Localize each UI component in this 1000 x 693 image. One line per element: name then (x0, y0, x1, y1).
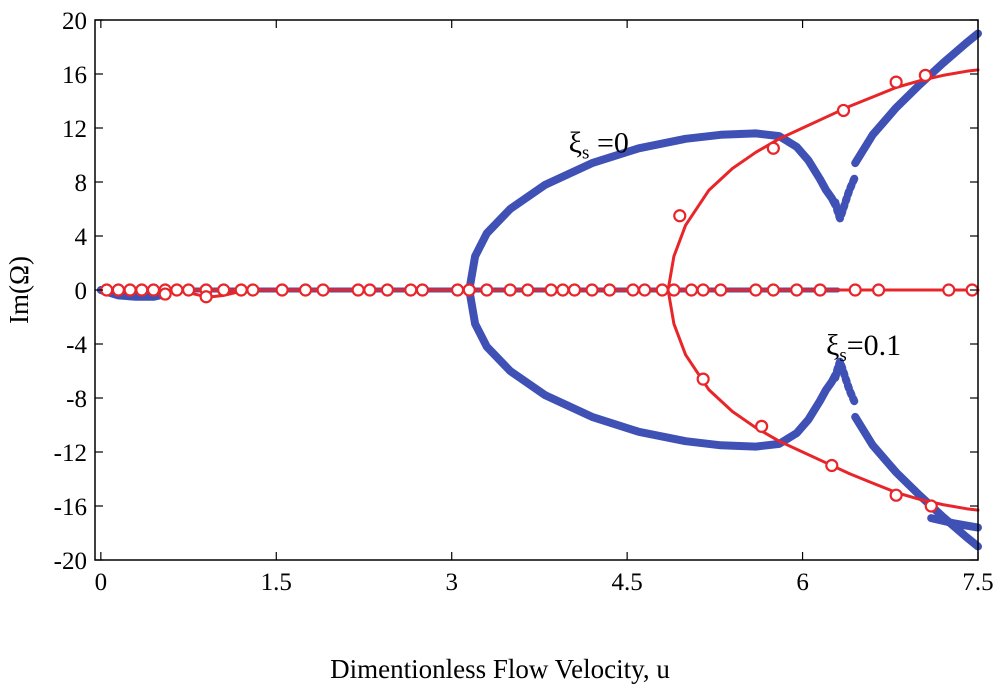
red-marker-upper (673, 209, 687, 223)
annotation-subscript: s (582, 142, 589, 163)
annotation-symbol: ξ (826, 329, 839, 362)
red-marker-zero (246, 283, 260, 297)
red-circle-markers (100, 68, 979, 513)
x-tick-label: 7.5 (962, 569, 993, 596)
red-marker-zero (696, 283, 710, 297)
y-tick-label: 20 (62, 8, 87, 35)
red-marker-zero (602, 283, 617, 297)
red-marker-zero (351, 283, 365, 297)
y-tick-label: 12 (62, 116, 87, 143)
y-axis-label: Im(Ω) (4, 256, 34, 324)
red-marker-zero (316, 283, 330, 297)
red-marker-zero (170, 283, 184, 297)
red-marker-zero (766, 283, 780, 297)
blue-lower-drop (851, 412, 982, 551)
y-tick-label: -4 (66, 332, 87, 359)
red-marker-zero (813, 283, 827, 297)
red-marker-upper (836, 103, 851, 118)
red-marker-lower (924, 499, 938, 513)
red-marker-zero (521, 283, 535, 297)
red-marker-zero (380, 283, 394, 297)
red-marker-zero (415, 283, 430, 297)
red-marker-zero (462, 283, 476, 297)
red-marker-zero (404, 283, 418, 297)
series-xi-s-0-1 (99, 68, 980, 513)
axes (94, 19, 979, 561)
x-axis-label: Dimentionless Flow Velocity, u (330, 654, 670, 684)
red-marker-zero (626, 283, 640, 297)
red-marker-zero (790, 283, 804, 297)
red-marker-zero (544, 283, 558, 297)
red-marker-lower (696, 372, 710, 386)
annotation-value: =0 (589, 126, 628, 159)
red-marker-dip (158, 287, 172, 301)
red-marker-zero (848, 283, 862, 297)
red-marker-dip (199, 290, 213, 304)
y-tick-label: -8 (66, 386, 87, 413)
y-tick-label: 16 (62, 62, 87, 89)
red-marker-upper (766, 141, 780, 155)
red-marker-zero (450, 283, 465, 297)
blue-upper-loop (465, 129, 840, 294)
red-marker-zero (123, 283, 137, 297)
y-tick-label: -20 (54, 548, 87, 575)
y-tick-label: -12 (54, 440, 87, 467)
red-marker-zero (146, 283, 161, 297)
red-marker-zero (567, 283, 582, 297)
red-marker-zero (181, 283, 196, 297)
red-marker-zero (111, 283, 125, 297)
red-marker-zero (503, 283, 517, 297)
red-marker-zero (135, 283, 149, 297)
red-marker-zero (363, 283, 377, 297)
y-tick-label: 0 (75, 278, 88, 305)
y-tick-label: 4 (75, 224, 88, 251)
blue-lower-loop (465, 286, 840, 451)
blue-small-dip (96, 286, 170, 301)
red-marker-zero (684, 283, 699, 297)
annotation-symbol: ξ (569, 126, 582, 159)
blue-lower-cusp (831, 357, 860, 408)
annotation-xi-s-0-1: ξs=0.1 (826, 329, 901, 366)
series-layer (96, 29, 982, 551)
red-marker-zero (638, 283, 652, 297)
annotation-subscript: s (839, 345, 846, 366)
red-marker-lower (889, 488, 903, 502)
red-marker-zero (556, 283, 570, 297)
red-marker-zero (234, 283, 248, 297)
red-marker-lower (825, 458, 839, 473)
x-tick-label: 4.5 (612, 569, 643, 596)
x-tick-label: 3 (445, 569, 458, 596)
blue-lower-tail (927, 514, 982, 532)
y-tick-label: -16 (54, 494, 87, 521)
x-tick-label: 1.5 (261, 569, 292, 596)
red-marker-zero (749, 283, 763, 297)
red-marker-zero (655, 283, 669, 297)
annotation-value: =0.1 (847, 329, 901, 362)
red-marker-lower (755, 419, 769, 433)
x-tick-label: 6 (796, 569, 809, 596)
red-marker-zero (217, 283, 231, 297)
x-tick-label: 0 (95, 569, 108, 596)
annotation-xi-s-0: ξs =0 (569, 126, 629, 163)
red-marker-zero (667, 283, 681, 297)
red-marker-zero (585, 283, 599, 297)
annotations: ξs =0ξs=0.1 (569, 126, 902, 365)
red-marker-zero (298, 283, 313, 297)
blue-upper-cusp (831, 172, 860, 223)
red-marker-upper (918, 68, 932, 82)
tick-labels: 20 16 12 8 4 0 -4 -8 -12 -16 -20 0 1.5 3 4.5 6 7.5 (54, 8, 994, 596)
blue-upper-rise (851, 29, 982, 168)
y-tick-label: 8 (75, 170, 88, 197)
red-marker-zero (275, 283, 289, 297)
red-marker-zero (714, 283, 728, 297)
red-marker-zero (871, 283, 886, 297)
red-marker-zero (480, 283, 494, 297)
red-marker-upper (889, 75, 903, 89)
red-marker-zero (942, 283, 956, 297)
